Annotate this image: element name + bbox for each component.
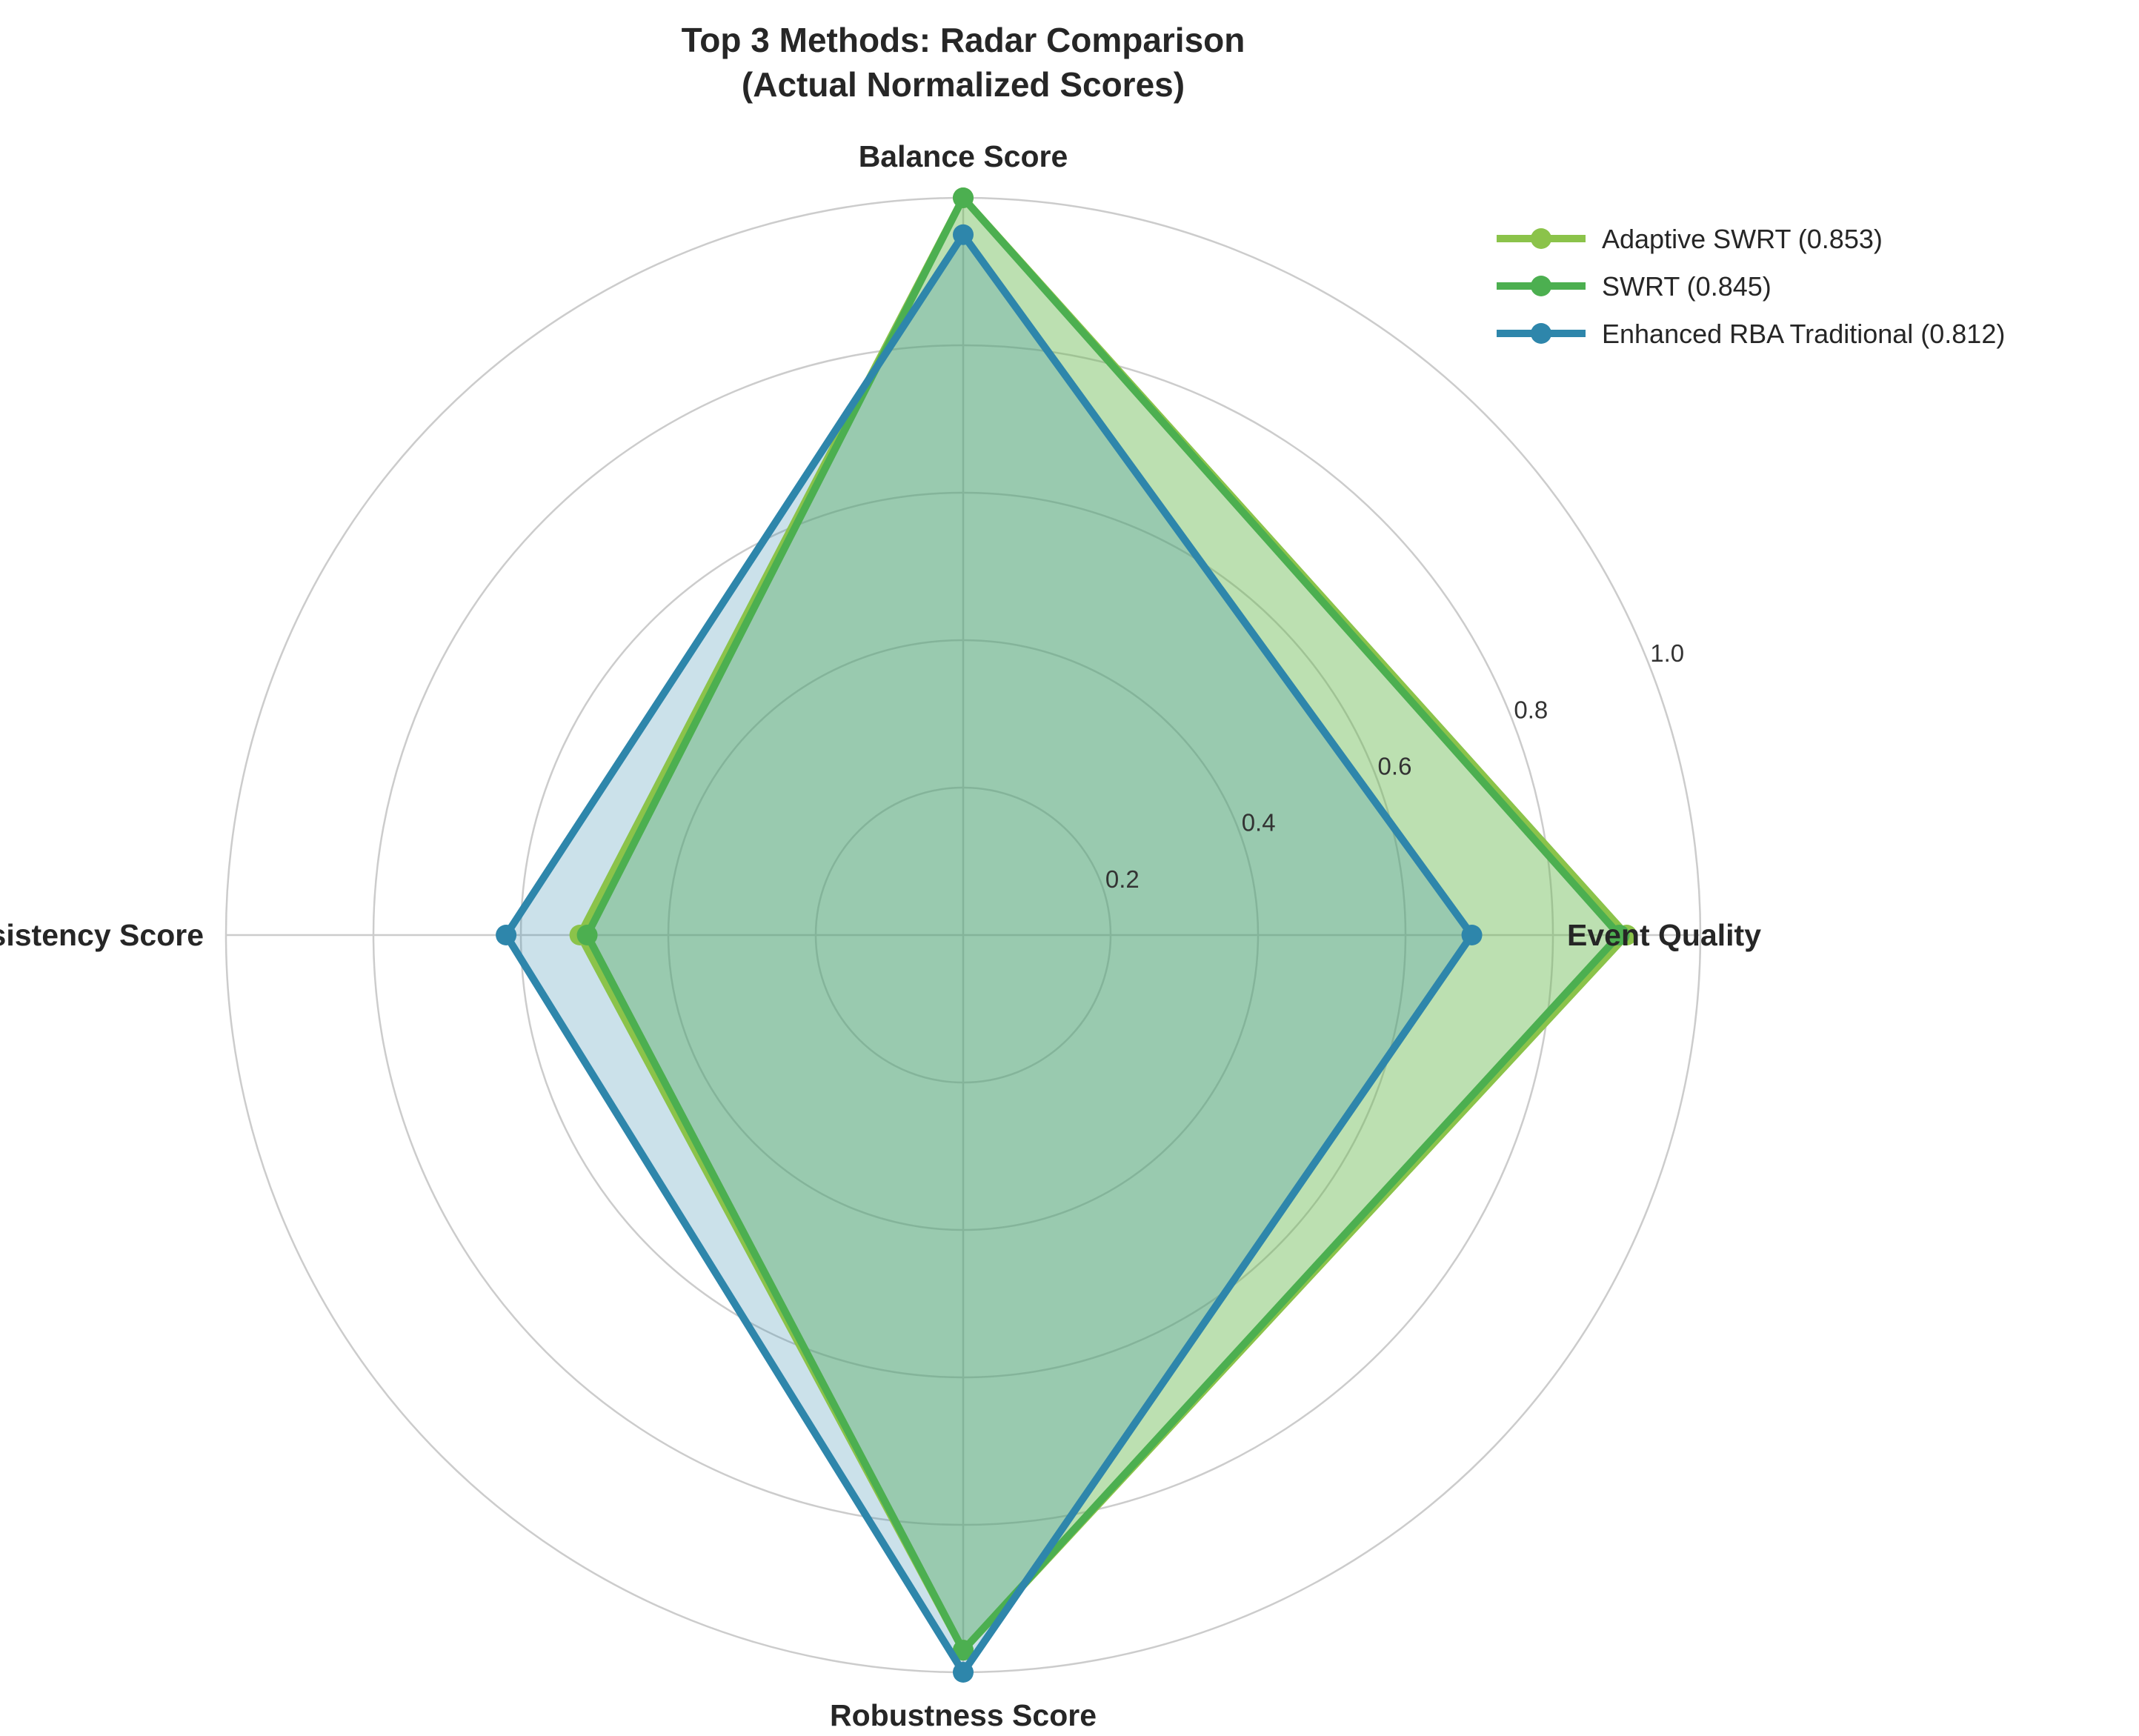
legend-marker	[1531, 276, 1551, 296]
chart-title: Top 3 Methods: Radar Comparison (Actual …	[682, 21, 1245, 104]
axis-label: Balance Score	[859, 139, 1068, 173]
tick-label: 1.0	[1650, 639, 1684, 667]
series-point	[1461, 925, 1483, 945]
tick-label: 0.2	[1105, 865, 1140, 893]
axis-label: Consistency Score	[0, 918, 204, 952]
radial-tick-labels: 0.2 0.4 0.6 0.8 1.0	[1105, 639, 1684, 893]
axis-label: Event Quality	[1567, 918, 1761, 952]
chart-title-line-1: Top 3 Methods: Radar Comparison	[682, 21, 1245, 59]
series-point	[1609, 925, 1630, 945]
series-1	[576, 187, 1630, 1661]
series-point	[953, 224, 974, 245]
series-lines	[496, 187, 1637, 1683]
series-point	[953, 1662, 974, 1683]
legend-item: Enhanced RBA Traditional (0.812)	[1497, 319, 2005, 349]
series-point	[576, 925, 598, 945]
tick-label: 0.4	[1242, 809, 1276, 837]
legend-label: Adaptive SWRT (0.853)	[1602, 224, 1883, 254]
series-2	[496, 224, 1483, 1683]
series-point	[953, 187, 974, 208]
series-fill	[506, 234, 1472, 1672]
legend-marker	[1531, 228, 1551, 249]
series-point	[496, 925, 517, 945]
series-fill	[579, 198, 1627, 1651]
series-fill	[587, 198, 1620, 1651]
tick-label: 0.8	[1514, 696, 1548, 723]
legend: Adaptive SWRT (0.853) SWRT (0.845) Enhance…	[1497, 224, 2005, 349]
series-point	[953, 1640, 974, 1661]
legend-label: SWRT (0.845)	[1602, 271, 1772, 302]
chart-subtitle: (Actual Normalized Scores)	[742, 65, 1185, 104]
axis-labels: Event Quality Balance Score Consistency Sc…	[0, 139, 1761, 1732]
series-fills	[506, 198, 1627, 1672]
tick-label: 0.6	[1378, 753, 1412, 780]
legend-label: Enhanced RBA Traditional (0.812)	[1602, 319, 2005, 349]
axis-label: Robustness Score	[830, 1698, 1097, 1732]
legend-item: Adaptive SWRT (0.853)	[1497, 224, 1883, 254]
legend-marker	[1531, 323, 1551, 344]
legend-item: SWRT (0.845)	[1497, 271, 1772, 302]
